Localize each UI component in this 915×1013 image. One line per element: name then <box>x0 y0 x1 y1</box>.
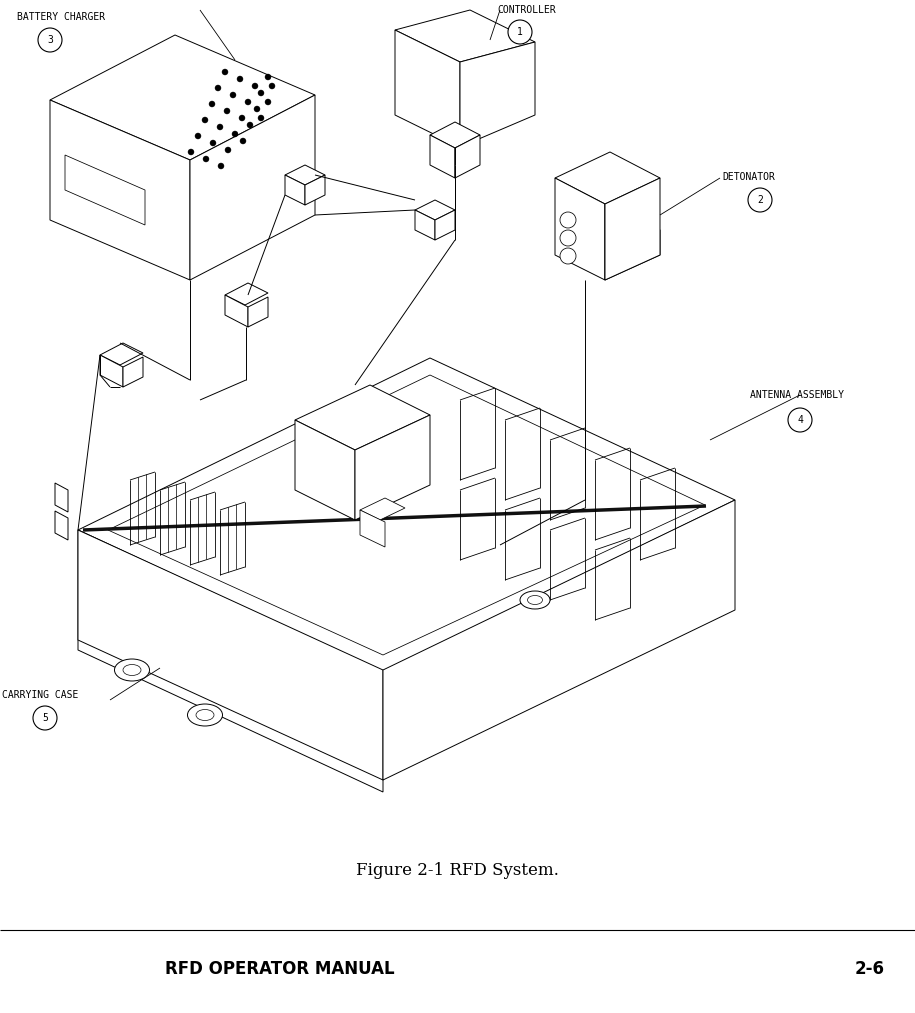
Polygon shape <box>55 511 68 540</box>
Polygon shape <box>123 357 143 387</box>
Polygon shape <box>285 165 325 185</box>
Polygon shape <box>415 210 435 240</box>
Circle shape <box>203 156 209 162</box>
Polygon shape <box>455 135 480 178</box>
Polygon shape <box>248 297 268 327</box>
Polygon shape <box>460 42 535 147</box>
Text: ANTENNA ASSEMBLY: ANTENNA ASSEMBLY <box>750 390 844 400</box>
Text: RFD OPERATOR MANUAL: RFD OPERATOR MANUAL <box>166 960 394 978</box>
Circle shape <box>560 230 576 246</box>
Text: 2-6: 2-6 <box>855 960 885 978</box>
Polygon shape <box>78 530 383 792</box>
Polygon shape <box>295 420 355 520</box>
Text: 4: 4 <box>797 415 803 425</box>
Circle shape <box>265 99 271 105</box>
Polygon shape <box>78 530 383 780</box>
Circle shape <box>245 99 251 105</box>
Circle shape <box>247 122 253 128</box>
Circle shape <box>230 92 236 98</box>
Circle shape <box>239 115 245 121</box>
Polygon shape <box>50 35 315 160</box>
Text: DETONATOR: DETONATOR <box>722 172 775 182</box>
Circle shape <box>33 706 57 730</box>
Circle shape <box>38 28 62 52</box>
Polygon shape <box>225 283 268 305</box>
Polygon shape <box>190 95 315 280</box>
Polygon shape <box>55 483 68 512</box>
Polygon shape <box>100 343 143 365</box>
Text: 3: 3 <box>47 35 53 45</box>
Ellipse shape <box>520 591 550 609</box>
Circle shape <box>210 140 216 146</box>
Circle shape <box>560 212 576 228</box>
Circle shape <box>254 106 260 112</box>
Circle shape <box>237 76 243 82</box>
Circle shape <box>252 83 258 89</box>
Polygon shape <box>435 210 455 240</box>
Circle shape <box>258 90 264 96</box>
Circle shape <box>225 147 231 153</box>
Text: 1: 1 <box>517 27 523 37</box>
Polygon shape <box>360 510 385 547</box>
Polygon shape <box>360 498 405 520</box>
Circle shape <box>560 248 576 264</box>
Circle shape <box>215 85 221 91</box>
Polygon shape <box>305 175 325 205</box>
Polygon shape <box>225 295 248 327</box>
Polygon shape <box>415 200 455 220</box>
Circle shape <box>224 108 230 114</box>
Polygon shape <box>605 204 660 280</box>
Polygon shape <box>555 152 660 204</box>
Circle shape <box>232 131 238 137</box>
Ellipse shape <box>188 704 222 726</box>
Circle shape <box>195 133 201 139</box>
Polygon shape <box>295 385 430 450</box>
Polygon shape <box>108 375 705 655</box>
Text: CARRYING CASE: CARRYING CASE <box>2 690 79 700</box>
Circle shape <box>269 83 275 89</box>
Polygon shape <box>430 135 455 178</box>
Polygon shape <box>430 122 480 148</box>
Circle shape <box>222 69 228 75</box>
Circle shape <box>188 149 194 155</box>
Polygon shape <box>383 500 735 780</box>
Polygon shape <box>605 178 660 280</box>
Circle shape <box>218 163 224 169</box>
Circle shape <box>788 408 812 432</box>
Text: CONTROLLER: CONTROLLER <box>497 5 555 15</box>
Circle shape <box>748 188 772 212</box>
Ellipse shape <box>196 709 214 720</box>
Text: 5: 5 <box>42 713 48 723</box>
Polygon shape <box>65 155 145 225</box>
Circle shape <box>265 74 271 80</box>
Circle shape <box>240 138 246 144</box>
Polygon shape <box>395 30 460 147</box>
Polygon shape <box>395 10 535 62</box>
Polygon shape <box>100 355 123 387</box>
Circle shape <box>202 116 208 123</box>
Circle shape <box>258 115 264 121</box>
Ellipse shape <box>123 665 141 676</box>
Polygon shape <box>555 178 605 280</box>
Circle shape <box>508 20 532 44</box>
Ellipse shape <box>528 596 543 605</box>
Polygon shape <box>78 358 735 672</box>
Ellipse shape <box>114 659 149 681</box>
Text: Figure 2-1 RFD System.: Figure 2-1 RFD System. <box>356 862 558 879</box>
Text: BATTERY CHARGER: BATTERY CHARGER <box>17 12 105 22</box>
Polygon shape <box>285 175 305 205</box>
Circle shape <box>217 124 223 130</box>
Polygon shape <box>355 415 430 520</box>
Circle shape <box>209 101 215 107</box>
Polygon shape <box>50 100 190 280</box>
Text: 2: 2 <box>757 194 763 205</box>
